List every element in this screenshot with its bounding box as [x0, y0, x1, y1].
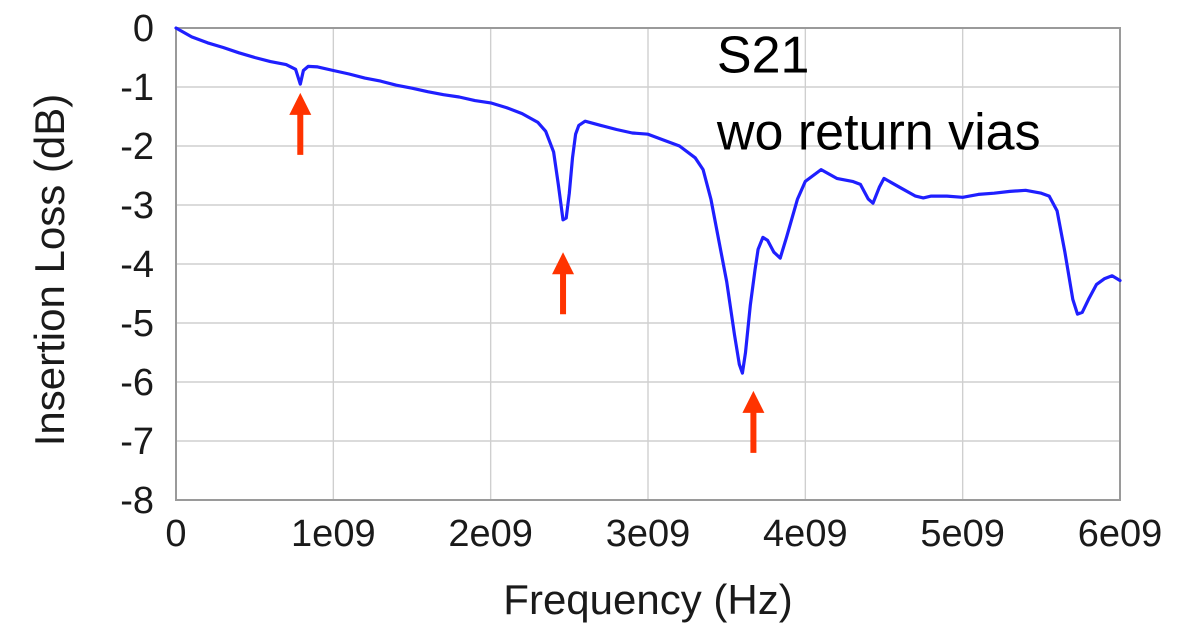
dip-markers: [289, 92, 765, 453]
arrow-head: [742, 390, 765, 413]
x-tick-label: 0: [165, 513, 186, 555]
x-tick-label: 3e09: [606, 513, 691, 555]
annotations: S21 wo return vias: [716, 27, 1041, 162]
annotation-text: wo return vias: [716, 103, 1041, 161]
y-tick-label: -1: [120, 67, 154, 109]
x-tick-label: 2e09: [448, 513, 533, 555]
arrow-head: [552, 252, 575, 275]
y-tick-label: -8: [120, 480, 154, 522]
y-tick-label: 0: [133, 8, 154, 50]
x-tick-label: 4e09: [763, 513, 848, 555]
y-axis-label: Insertion Loss (dB): [26, 94, 73, 447]
x-tick-label: 5e09: [920, 513, 1005, 555]
y-tick-label: -3: [120, 185, 154, 227]
x-tick-label: 6e09: [1078, 513, 1163, 555]
y-tick-label: -6: [120, 362, 154, 404]
plot-frame: [175, 27, 1121, 501]
x-tick-label: 1e09: [291, 513, 376, 555]
x-axis-label: Frequency (Hz): [503, 576, 792, 623]
y-tick-label: -2: [120, 126, 154, 168]
annotation-text: S21: [717, 27, 810, 85]
arrow-up-icon: [742, 390, 765, 453]
arrow-up-icon: [552, 252, 575, 315]
tick-labels: 0 1e09 2e09 3e09 4e09 5e09 6e09 0 -1 -2 -3 -4 -5 -6 -7…: [120, 8, 1162, 555]
y-tick-label: -5: [120, 303, 154, 345]
series-line-s21: [174, 26, 1122, 375]
y-tick-label: -7: [120, 421, 154, 463]
y-tick-label: -4: [120, 244, 154, 286]
arrow-up-icon: [289, 92, 312, 155]
arrow-head: [289, 92, 312, 115]
